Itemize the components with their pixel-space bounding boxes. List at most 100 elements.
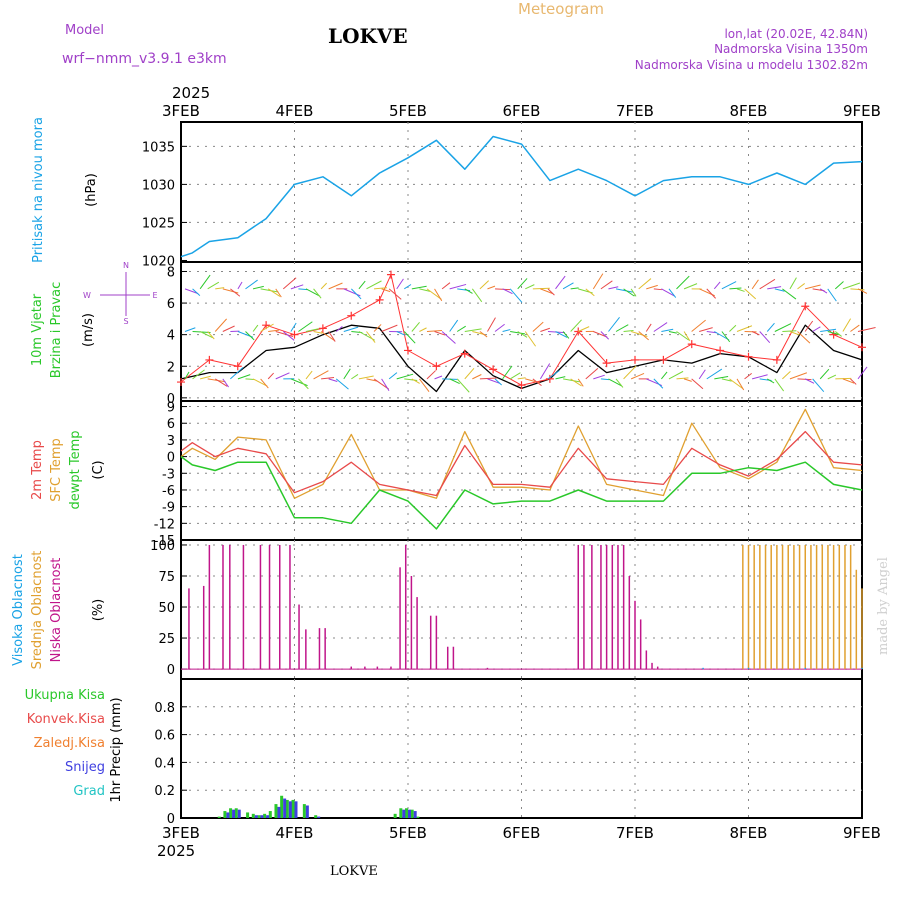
gust-marker (801, 302, 810, 311)
wind-barb (509, 288, 523, 303)
wind-barb (835, 331, 842, 337)
wind-barb (381, 288, 391, 293)
wind-barb (691, 378, 704, 390)
total-rain-bar (234, 808, 238, 818)
wind-barb (441, 331, 456, 344)
wind-barb (706, 331, 717, 334)
wind-barb (729, 324, 737, 332)
total-rain-bar (285, 799, 289, 818)
compass-w: W (83, 291, 91, 300)
precip-legend-item: Zaledj.Kisa (34, 736, 105, 751)
wind-barb (608, 378, 622, 387)
wind-barb (275, 372, 290, 380)
wind-barb (699, 327, 713, 332)
x-tick-top: 6FEB (503, 102, 541, 120)
wind-barb (366, 331, 376, 343)
wind-barb (744, 288, 757, 300)
precip-legend-item: Ukupna Kisa (25, 688, 105, 703)
wind-barb (199, 331, 213, 339)
wind-barb (585, 288, 595, 297)
y-tick-label: 3 (167, 434, 175, 449)
wind-barb (834, 281, 844, 290)
y-tick-label: 6 (167, 417, 175, 432)
wind-barb (328, 378, 338, 382)
wind-barb (313, 331, 323, 334)
temp-unit: (C) (91, 460, 106, 479)
wind-barb (797, 378, 812, 381)
wind-barb (464, 288, 473, 294)
station-title: LOKVE (328, 24, 408, 48)
wind-unit: (m/s) (81, 313, 96, 347)
snow-bar (294, 801, 298, 818)
total-rain-bar (229, 808, 233, 818)
elevation-text: Nadmorska Visina 1350m (714, 42, 868, 56)
wind-barb (608, 317, 620, 332)
wind-barb (373, 378, 390, 390)
y-tick-label: 8 (167, 265, 175, 280)
wind-barb (456, 325, 466, 332)
gust-marker (432, 362, 441, 371)
sfc-ylabel: SFC Temp (49, 438, 64, 502)
wind-barb (819, 288, 828, 294)
x-tick-bottom: 3FEB (162, 824, 200, 842)
y-tick-label: 6 (167, 297, 175, 312)
wind-barb (623, 288, 635, 297)
wind-barb (366, 378, 378, 382)
wind-barb (245, 378, 255, 381)
wind-barb (328, 282, 343, 290)
pressure-ylabel: Pritisak na nivou mora (31, 117, 46, 263)
wind-barb (706, 368, 723, 380)
y-tick-label: 0 (167, 663, 175, 678)
wind-barb (714, 331, 730, 341)
wind-barb (653, 288, 662, 291)
wind-barb (207, 281, 220, 290)
wind-barb (547, 370, 560, 380)
wind-barb (592, 273, 604, 290)
total-rain-bar (280, 795, 284, 818)
wind-barb (646, 284, 658, 290)
wind-barb (487, 285, 496, 290)
wind-barb (661, 371, 668, 380)
wind-barb (426, 370, 436, 380)
wind-barb (577, 378, 584, 387)
watermark: made by Angel (876, 557, 891, 655)
wind-barb (426, 329, 442, 332)
total-rain-bar (405, 808, 408, 818)
wind-barb (774, 323, 792, 332)
wind-barb (192, 369, 205, 380)
wind-barb (782, 288, 797, 300)
total-rain-bar (274, 804, 278, 818)
low-cloud-ylabel: Niska Oblacnost (49, 558, 64, 663)
wind-barb (555, 275, 566, 290)
wind-barb (661, 328, 674, 332)
wind-barb (275, 331, 294, 337)
wind-barb (321, 377, 335, 380)
x-tick-top: 4FEB (276, 102, 314, 120)
wind-barb (767, 378, 775, 384)
wind-barb (464, 367, 475, 380)
snow-bar (283, 798, 287, 818)
wind-barb (789, 372, 808, 380)
y-tick-label: -3 (162, 467, 175, 482)
wind-barb (804, 378, 815, 384)
snow-bar (317, 816, 321, 818)
wind-barb (260, 378, 269, 389)
wind-barb (388, 372, 398, 380)
y-tick-label: 0 (167, 812, 175, 827)
wind-barb (842, 318, 852, 332)
wind-barb (456, 378, 470, 393)
wind-barb (479, 331, 488, 338)
wind-barb (857, 288, 868, 294)
snow-bar (237, 809, 241, 818)
gust-marker (687, 340, 696, 349)
wind-barb (623, 329, 634, 332)
wind-barb (373, 324, 382, 332)
snow-bar (254, 815, 258, 818)
wind-barb (471, 288, 483, 303)
total-rain-bar (399, 808, 403, 818)
y-tick-label: -9 (162, 501, 175, 516)
wind-ylabel: 10m Vjetar (30, 293, 45, 366)
wind-barb (850, 324, 860, 332)
wind-barb (532, 321, 544, 332)
wind-barb (736, 288, 745, 292)
